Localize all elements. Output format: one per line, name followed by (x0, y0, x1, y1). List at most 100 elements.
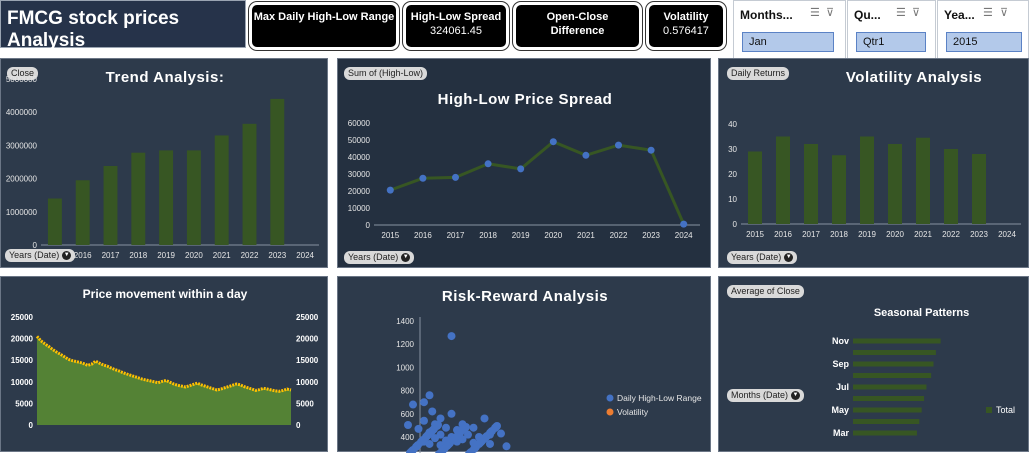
axis-pill[interactable]: Months (Date) ▼ (727, 389, 805, 402)
kpi-high-low-spread[interactable]: High-Low Spread 324061.45 (403, 2, 509, 50)
scatter-point (443, 442, 451, 450)
data-point (582, 151, 590, 159)
panel-title: Trend Analysis: (105, 69, 225, 86)
y-tick-label: 0 (33, 241, 38, 250)
multi-select-icon[interactable]: ☰ (983, 7, 993, 19)
bar (888, 144, 902, 224)
seasonal-chart: Nov Sep Jul May Mar Total (831, 336, 1015, 438)
field-pill[interactable]: Sum of (High-Low) (344, 67, 428, 80)
scatter-point (447, 409, 456, 418)
scatter-point (428, 407, 437, 416)
field-pill[interactable]: Average of Close (727, 285, 804, 298)
dropdown-icon[interactable]: ▼ (62, 251, 72, 261)
y-tick-label: 20 (728, 170, 737, 179)
slicer-quarters[interactable]: Qu... ☰ ⊽ Qtr1 (847, 0, 936, 60)
slicer-item-selected[interactable]: Qtr1 (856, 32, 926, 52)
axis-pill[interactable]: Years (Date) ▼ (344, 251, 415, 264)
y-tick-label: 30000 (348, 170, 371, 179)
data-point (386, 186, 394, 194)
slicer-years[interactable]: Yea... ☰ ⊽ 2015 (937, 0, 1029, 60)
y-tick-label-right: 20000 (296, 335, 319, 344)
panel-title: High-Low Price Spread (437, 91, 613, 108)
trend-analysis-panel[interactable]: Trend Analysis: Close 0 1000000 2000000 300… (0, 58, 328, 268)
y-tick-label: 40 (728, 120, 737, 129)
seasonal-patterns-panel[interactable]: Average of Close Seasonal Patterns Nov Se… (718, 276, 1029, 452)
dashboard-title: FMCG stock prices Analysis (7, 8, 180, 51)
x-tick-label: 2022 (610, 231, 628, 240)
multi-select-icon[interactable]: ☰ (810, 7, 820, 19)
dropdown-icon[interactable]: ▼ (784, 253, 794, 263)
scatter-point (475, 440, 483, 448)
slicer-item-selected[interactable]: Jan (742, 32, 834, 52)
y-tick-label: 20000 (348, 187, 371, 196)
bar (776, 136, 790, 224)
kpi-volatility[interactable]: Volatility 0.576417 (646, 2, 726, 50)
slicer-header: Yea... (944, 8, 975, 22)
clear-filter-icon[interactable]: ⊽ (1000, 7, 1009, 19)
kpi-label: High-Low Spread (410, 11, 502, 23)
y-tick-label: Jul (836, 382, 849, 392)
y-tick-label: 4000000 (6, 108, 38, 117)
bar (75, 180, 90, 245)
bar (270, 98, 285, 245)
scatter-point (412, 443, 420, 451)
bar (186, 150, 201, 245)
dropdown-icon[interactable]: ▼ (791, 391, 801, 401)
field-pill[interactable]: Daily Returns (727, 67, 790, 80)
scatter-point (425, 439, 434, 448)
high-low-spread-panel[interactable]: High-Low Price Spread Sum of (High-Low) … (337, 58, 711, 268)
bar (214, 135, 229, 245)
kpi-open-close-difference[interactable]: Open-Close Difference (513, 2, 642, 50)
data-point (549, 138, 557, 146)
y-tick-label-left: 25000 (11, 313, 34, 322)
scatter-point (404, 421, 412, 429)
scatter-point (420, 416, 428, 425)
kpi-value: 324061.45 (430, 25, 482, 37)
y-tick-label: 2000000 (6, 175, 38, 184)
bar (131, 152, 146, 245)
kpi-label: Volatility (663, 11, 709, 23)
y-tick-label-right: 15000 (296, 356, 319, 365)
x-tick-label: 2017 (447, 231, 465, 240)
bar (47, 198, 62, 245)
volatility-analysis-panel[interactable]: Volatility Analysis Daily Returns 0 10 20 3… (718, 58, 1029, 268)
x-tick-label: 2018 (479, 231, 497, 240)
clear-filter-icon[interactable]: ⊽ (826, 7, 835, 19)
x-tick-label: 2015 (381, 231, 399, 240)
panel-title: Volatility Analysis (845, 69, 983, 86)
field-pill[interactable]: Close (7, 67, 39, 80)
y-tick-label: May (831, 405, 849, 415)
kpi-max-daily-range[interactable]: Max Daily High-Low Range (249, 2, 399, 50)
x-tick-label: 2023 (970, 230, 988, 239)
axis-pill[interactable]: Years (Date) ▼ (727, 251, 798, 264)
risk-reward-panel[interactable]: Risk-Reward Analysis 400 600 800 1000 1200 14… (337, 276, 711, 453)
x-tick-label: 2021 (914, 230, 932, 239)
bar (853, 419, 920, 424)
x-tick-label: 2024 (296, 251, 314, 260)
intraday-movement-panel[interactable]: Price movement within a day 0 0 5000 5000 10… (0, 276, 328, 452)
scatter-point (470, 445, 478, 453)
slicer-months[interactable]: Months... ☰ ⊽ Jan (733, 0, 846, 60)
scatter-point (480, 435, 488, 443)
y-tick-label: Mar (833, 428, 850, 438)
y-tick-label: 5000000 (6, 75, 38, 84)
dropdown-icon[interactable]: ▼ (401, 253, 411, 263)
slicer-item-selected[interactable]: 2015 (946, 32, 1022, 52)
bar (853, 430, 917, 436)
y-tick-label: 1000000 (6, 208, 38, 217)
clear-filter-icon[interactable]: ⊽ (912, 7, 921, 19)
bar (242, 123, 257, 245)
axis-pill-label: Years (Date) (348, 252, 399, 262)
axis-pill-label: Years (Date) (731, 252, 782, 262)
scatter-point (422, 433, 430, 441)
x-tick-label: 2024 (675, 231, 693, 240)
multi-select-icon[interactable]: ☰ (896, 7, 906, 19)
axis-pill[interactable]: Years (Date) ▼ (5, 249, 76, 262)
y-tick-label: 1200 (396, 340, 414, 349)
scatter-point (414, 424, 423, 433)
x-tick-label: 2018 (830, 230, 848, 239)
data-point (484, 160, 492, 168)
y-tick-label: 1400 (396, 317, 414, 326)
data-point (647, 146, 655, 154)
scatter-point (442, 423, 450, 432)
